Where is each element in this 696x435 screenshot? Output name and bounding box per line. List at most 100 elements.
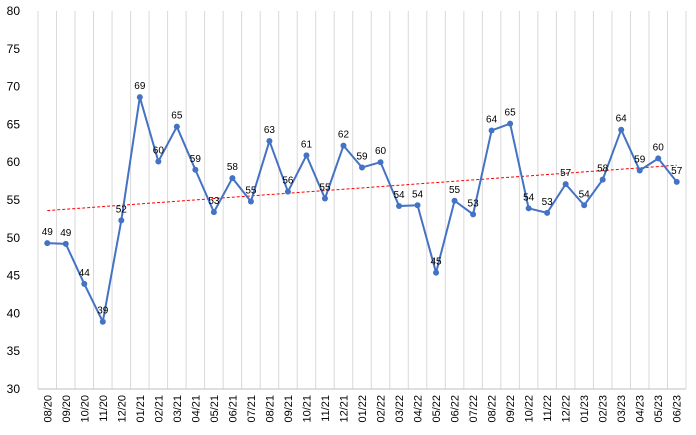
x-tick-label: 11/20 — [98, 395, 110, 422]
data-label: 53 — [468, 198, 480, 209]
x-tick-label: 12/21 — [338, 395, 350, 423]
data-point — [488, 127, 495, 134]
y-tick-label: 75 — [7, 42, 21, 56]
x-tick-label: 07/21 — [246, 395, 258, 423]
data-label: 56 — [282, 176, 294, 187]
x-tick-label: 01/22 — [357, 395, 369, 423]
y-axis: 30 35 40 45 50 55 60 65 70 75 80 — [7, 4, 21, 396]
x-tick-label: 06/22 — [450, 395, 462, 423]
x-tick-label: 03/22 — [394, 395, 406, 423]
data-label: 64 — [486, 114, 498, 125]
data-label: 53 — [542, 197, 554, 208]
y-tick-label: 40 — [7, 306, 21, 320]
x-tick-label: 03/23 — [616, 395, 628, 423]
data-point — [507, 120, 514, 127]
x-tick-label: 09/20 — [61, 395, 73, 423]
data-label: 62 — [338, 130, 350, 141]
data-label: 60 — [653, 142, 665, 153]
y-tick-label: 35 — [7, 344, 21, 358]
data-point — [62, 240, 69, 247]
data-point — [562, 181, 569, 188]
data-point — [673, 178, 680, 185]
data-label: 54 — [579, 189, 591, 200]
data-point — [525, 205, 532, 212]
x-tick-label: 11/21 — [320, 395, 332, 422]
data-label: 55 — [245, 186, 257, 197]
x-tick-label: 05/22 — [431, 395, 443, 423]
x-tick-label: 01/23 — [579, 395, 591, 423]
data-label: 49 — [42, 227, 54, 238]
x-tick-label: 07/22 — [468, 395, 480, 423]
data-point — [321, 195, 328, 202]
y-tick-label: 50 — [7, 231, 21, 245]
x-tick-label: 10/20 — [79, 395, 91, 423]
data-point — [247, 198, 254, 205]
data-point — [284, 188, 291, 195]
x-tick-label: 10/22 — [524, 395, 536, 423]
data-label: 53 — [208, 196, 220, 207]
data-point — [192, 166, 199, 173]
y-tick-label: 80 — [7, 4, 21, 18]
data-point — [544, 209, 551, 216]
x-tick-label: 06/21 — [227, 395, 239, 423]
data-label: 57 — [560, 168, 572, 179]
data-point — [451, 197, 458, 204]
data-point — [210, 209, 217, 216]
x-tick-label: 12/20 — [116, 395, 128, 423]
data-label: 55 — [319, 182, 331, 193]
data-label: 60 — [375, 146, 387, 157]
data-label: 69 — [134, 81, 146, 92]
data-label: 60 — [153, 145, 165, 156]
x-tick-label: 09/22 — [505, 395, 517, 423]
data-point — [44, 240, 51, 247]
x-tick-label: 05/21 — [209, 395, 221, 423]
data-point — [433, 269, 440, 276]
data-point — [377, 159, 384, 166]
data-point — [655, 155, 662, 162]
x-tick-label: 06/23 — [672, 395, 684, 423]
data-point — [229, 175, 236, 182]
y-tick-label: 55 — [7, 193, 21, 207]
data-point — [99, 318, 106, 325]
data-label: 44 — [79, 268, 91, 279]
y-tick-label: 70 — [7, 80, 21, 94]
series-line — [47, 96, 678, 325]
x-tick-label: 10/21 — [301, 395, 313, 423]
data-point — [414, 202, 421, 209]
data-label: 49 — [60, 228, 72, 239]
data-label: 65 — [505, 108, 517, 119]
x-tick-label: 04/22 — [413, 395, 425, 423]
data-point — [396, 203, 403, 210]
y-tick-label: 65 — [7, 117, 21, 131]
x-tick-label: 04/21 — [190, 395, 202, 423]
x-tick-label: 02/21 — [153, 395, 165, 423]
data-label: 61 — [301, 139, 313, 150]
data-point — [599, 176, 606, 183]
data-point — [359, 164, 365, 171]
data-label: 65 — [171, 111, 183, 122]
data-label: 54 — [412, 189, 424, 200]
data-label: 52 — [116, 204, 128, 215]
data-label: 59 — [356, 151, 368, 162]
x-tick-label: 11/22 — [542, 395, 554, 422]
x-tick-label: 03/21 — [172, 395, 184, 423]
data-point — [136, 94, 143, 101]
y-tick-label: 30 — [7, 382, 21, 396]
x-tick-label: 02/23 — [598, 395, 610, 423]
y-tick-label: 60 — [7, 155, 21, 169]
data-label: 58 — [227, 162, 239, 173]
x-tick-label: 08/22 — [487, 395, 499, 423]
x-tick-label: 01/21 — [135, 395, 147, 423]
x-tick-label: 04/23 — [635, 395, 647, 423]
data-label: 54 — [523, 192, 535, 203]
data-label: 55 — [449, 185, 461, 196]
gridlines — [37, 11, 687, 390]
x-tick-label: 09/21 — [283, 395, 295, 423]
data-point — [155, 158, 162, 165]
data-point — [173, 123, 180, 130]
data-point — [618, 126, 625, 133]
data-label: 45 — [430, 257, 442, 268]
data-point — [340, 142, 347, 149]
data-label: 39 — [97, 306, 109, 317]
